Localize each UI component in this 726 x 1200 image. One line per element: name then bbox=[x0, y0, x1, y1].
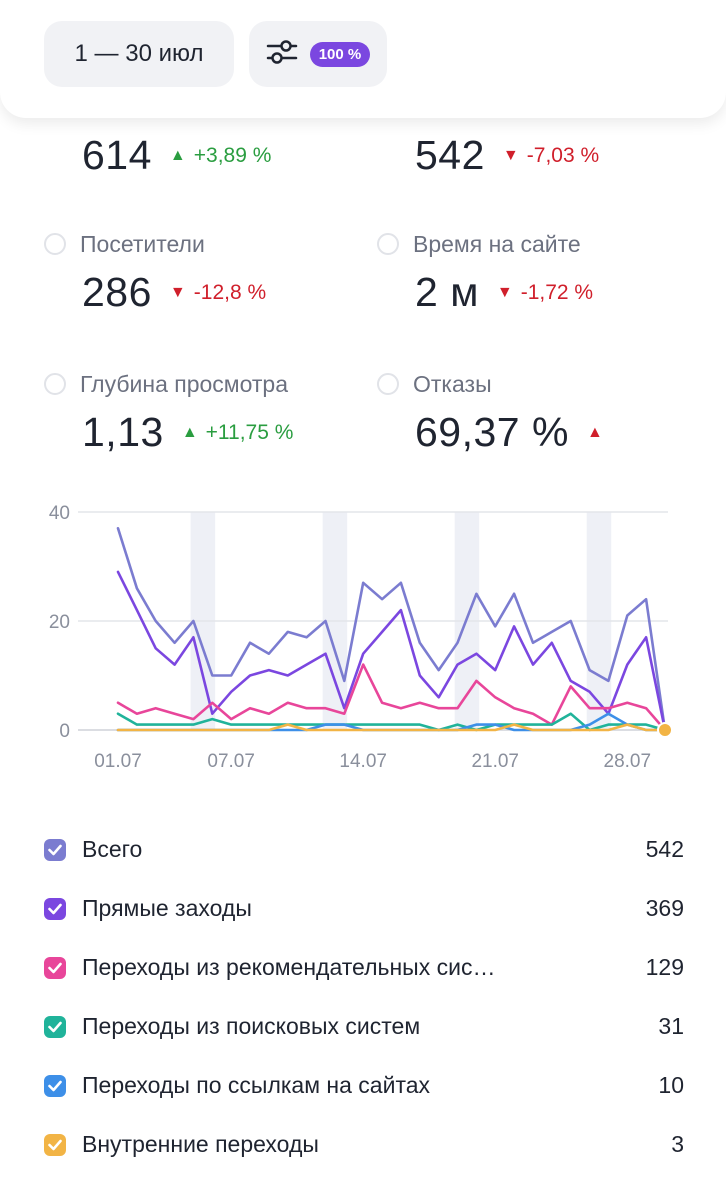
highlight-point bbox=[657, 722, 673, 738]
legend-label: Всего bbox=[82, 836, 143, 862]
metric-label: Отказы bbox=[413, 370, 492, 397]
metric-views[interactable]: 542 ▼ -7,03 % bbox=[415, 132, 599, 179]
arrow-up-icon: ▲ bbox=[169, 146, 186, 164]
metric-delta: +3,89 % bbox=[193, 143, 272, 167]
x-tick-label: 28.07 bbox=[604, 751, 652, 772]
legend-item[interactable]: Прямые заходы 369 bbox=[44, 879, 684, 938]
checkbox-checked-icon[interactable] bbox=[44, 1133, 66, 1156]
metric-delta: -1,72 % bbox=[520, 280, 594, 304]
legend-value: 3 bbox=[671, 1131, 684, 1157]
date-range-label: 1 — 30 июл bbox=[74, 40, 204, 67]
metric-time-on-site[interactable]: Время на сайте 2 м ▼ -1,72 % bbox=[377, 229, 593, 316]
filter-bar: 1 — 30 июл 100 % bbox=[0, 0, 726, 118]
legend-value: 542 bbox=[645, 836, 684, 862]
legend-value: 129 bbox=[645, 954, 684, 980]
metric-depth[interactable]: Глубина просмотра 1,13 ▲ +11,75 % bbox=[44, 369, 293, 456]
legend-value: 369 bbox=[645, 895, 684, 921]
metric-label: Время на сайте bbox=[413, 230, 581, 257]
filters-button[interactable]: 100 % bbox=[249, 21, 387, 87]
legend-label: Переходы по ссылкам на сайтах bbox=[82, 1072, 431, 1098]
metric-delta: +11,75 % bbox=[205, 420, 294, 444]
metric-label: Посетители bbox=[80, 230, 205, 257]
legend-value: 10 bbox=[658, 1072, 684, 1098]
legend-item[interactable]: Переходы из поисковых систем 31 bbox=[44, 997, 684, 1056]
sliders-icon bbox=[266, 38, 298, 71]
arrow-down-icon: ▼ bbox=[169, 283, 186, 301]
legend-item[interactable]: Переходы по ссылкам на сайтах 10 bbox=[44, 1056, 684, 1115]
metric-visitors[interactable]: Посетители 286 ▼ -12,8 % bbox=[44, 229, 266, 316]
metric-value: 614 bbox=[82, 132, 152, 178]
series-line bbox=[116, 723, 667, 732]
legend-label: Прямые заходы bbox=[82, 895, 252, 921]
series-line bbox=[116, 663, 667, 732]
arrow-up-icon: ▲ bbox=[181, 423, 198, 441]
checkbox-checked-icon[interactable] bbox=[44, 956, 66, 979]
checkbox-checked-icon[interactable] bbox=[44, 1015, 66, 1038]
arrow-up-icon: ▲ bbox=[586, 423, 603, 441]
y-tick-label: 20 bbox=[49, 612, 70, 633]
metric-radio[interactable] bbox=[377, 233, 399, 255]
date-range-button[interactable]: 1 — 30 июл bbox=[44, 21, 234, 87]
arrow-down-icon: ▼ bbox=[496, 283, 513, 301]
metric-delta: -12,8 % bbox=[193, 280, 267, 304]
metric-value: 286 bbox=[82, 269, 152, 315]
metric-visits[interactable]: 614 ▲ +3,89 % bbox=[82, 132, 271, 179]
x-tick-label: 14.07 bbox=[339, 751, 387, 772]
legend-item[interactable]: Переходы из рекомендательных сис… 129 bbox=[44, 938, 684, 997]
x-tick-label: 07.07 bbox=[207, 751, 255, 772]
metric-value: 542 bbox=[415, 132, 485, 178]
checkbox-checked-icon[interactable] bbox=[44, 838, 66, 861]
metric-value: 2 м bbox=[415, 269, 479, 315]
metric-bounces[interactable]: Отказы 69,37 % ▲ bbox=[377, 369, 611, 456]
y-tick-label: 0 bbox=[59, 721, 70, 742]
metric-delta: -7,03 % bbox=[526, 143, 600, 167]
series-line bbox=[116, 712, 667, 732]
metric-value: 1,13 bbox=[82, 409, 164, 455]
legend-value: 31 bbox=[658, 1013, 684, 1039]
metric-value: 69,37 % bbox=[415, 409, 569, 455]
legend-item[interactable]: Всего 542 bbox=[44, 820, 684, 879]
metric-radio[interactable] bbox=[377, 373, 399, 395]
legend-item[interactable]: Внутренние переходы 3 bbox=[44, 1115, 684, 1174]
x-tick-label: 01.07 bbox=[94, 751, 142, 772]
metric-radio[interactable] bbox=[44, 233, 66, 255]
legend-label: Внутренние переходы bbox=[82, 1131, 319, 1157]
checkbox-checked-icon[interactable] bbox=[44, 1074, 66, 1097]
traffic-line-chart[interactable]: 0 20 40 01.07 07.07 14.07 21.07 28.07 bbox=[0, 495, 726, 785]
y-tick-label: 40 bbox=[49, 503, 70, 524]
checkbox-checked-icon[interactable] bbox=[44, 897, 66, 920]
x-tick-label: 21.07 bbox=[471, 751, 519, 772]
sources-legend: Всего 542 Прямые заходы 369 Переходы из … bbox=[44, 820, 684, 1174]
series-line bbox=[116, 570, 667, 732]
metric-label: Глубина просмотра bbox=[80, 370, 288, 397]
legend-label: Переходы из рекомендательных сис… bbox=[82, 954, 496, 980]
legend-label: Переходы из поисковых систем bbox=[82, 1013, 421, 1039]
sampling-badge: 100 % bbox=[309, 41, 371, 67]
arrow-down-icon: ▼ bbox=[502, 146, 519, 164]
metric-radio[interactable] bbox=[44, 373, 66, 395]
series-line bbox=[116, 526, 667, 732]
